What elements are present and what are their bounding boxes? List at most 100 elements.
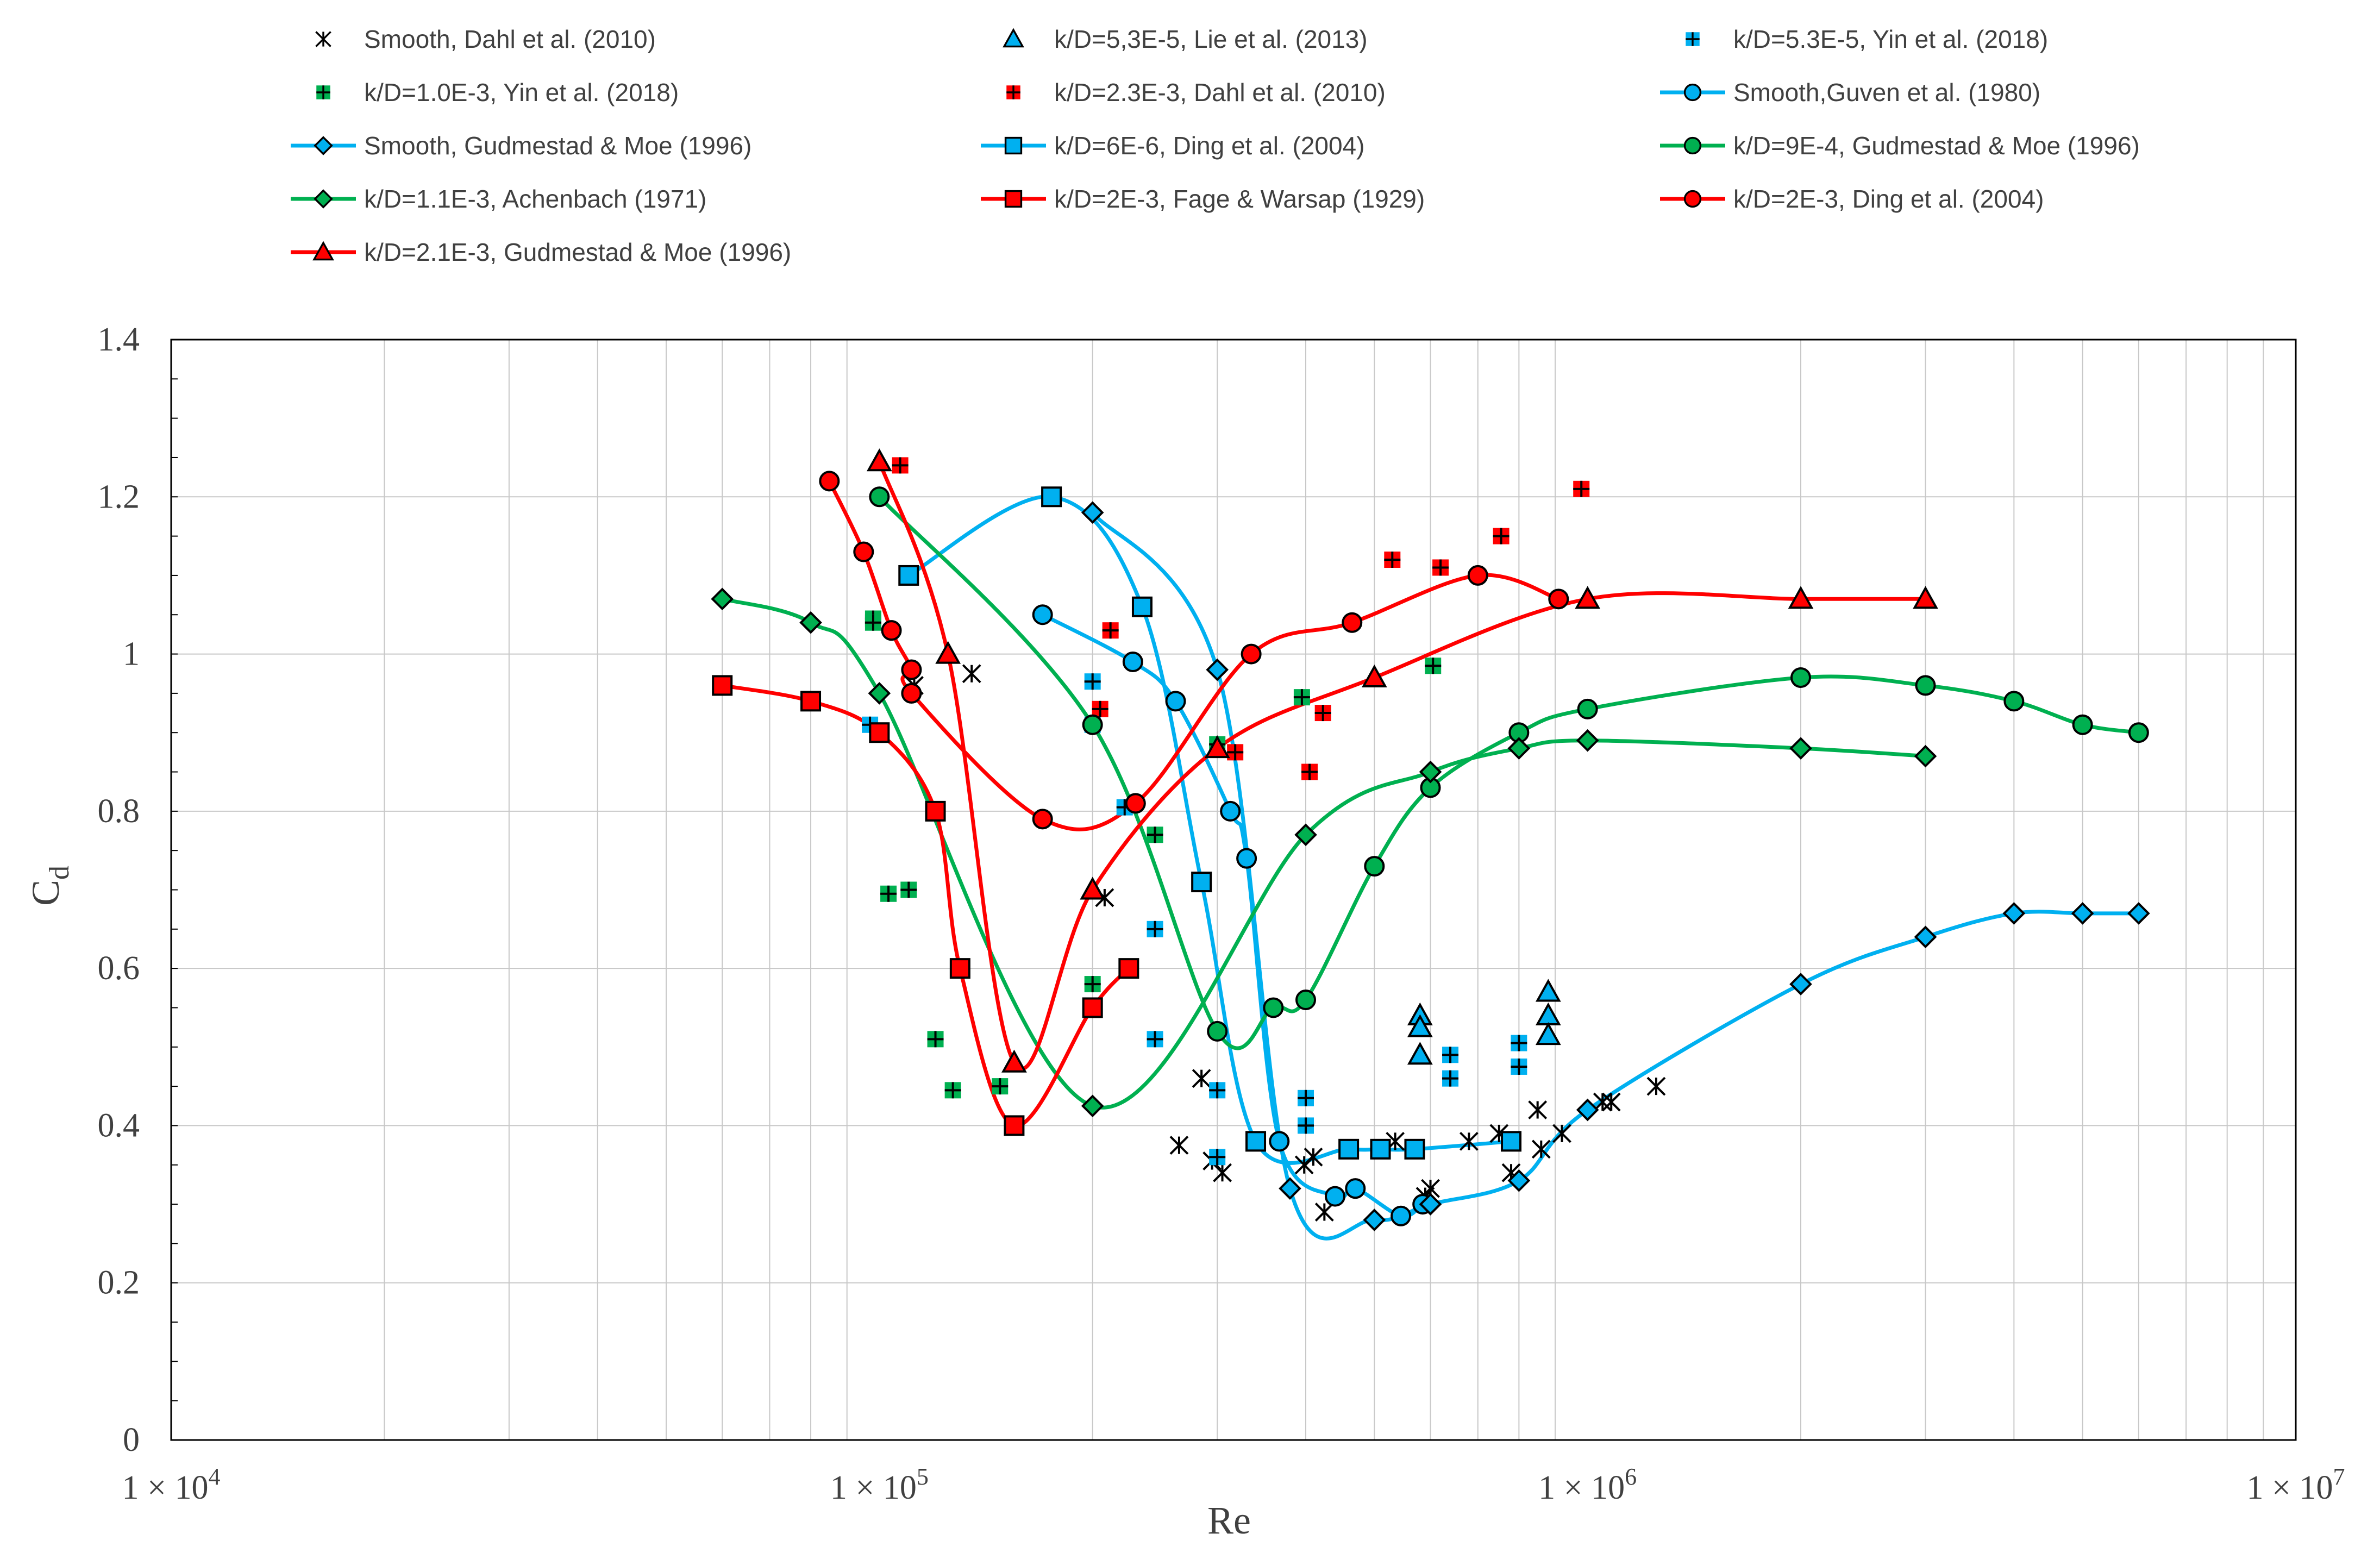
data-point [1342, 612, 1363, 633]
x-tick-base: 10 [174, 1469, 208, 1506]
data-point [1001, 1049, 1027, 1073]
data-point [869, 722, 890, 743]
y-tick-label: 0.6 [98, 950, 140, 987]
data-point [1391, 1205, 1412, 1226]
legend-swatch [981, 190, 1046, 208]
data-point [1147, 827, 1163, 843]
data-point [1118, 958, 1139, 979]
data-point [1531, 1139, 1551, 1159]
y-axis-title-main: C [24, 880, 67, 906]
data-point [1245, 1131, 1267, 1152]
data-point [1304, 1147, 1323, 1167]
data-point [712, 675, 733, 696]
data-point [925, 800, 946, 822]
data-point [1125, 793, 1146, 814]
legend-label: k/D=2E-3, Ding et al. (2004) [1733, 185, 2044, 213]
data-point [1507, 1169, 1531, 1192]
data-point [1914, 744, 1937, 768]
data-point [869, 486, 890, 508]
data-point [935, 641, 961, 664]
legend-item: k/D=5.3E-5, Yin et al. (2018) [1657, 17, 2048, 61]
legend-item: Smooth, Dahl et al. (2010) [288, 17, 656, 61]
data-point [865, 614, 881, 631]
data-point [1131, 596, 1153, 617]
legend-marker [1683, 83, 1702, 102]
x-tick-exponent: 6 [1625, 1463, 1637, 1490]
data-point [1213, 1163, 1232, 1182]
legend-label: k/D=9E-4, Gudmestad & Moe (1996) [1733, 132, 2140, 160]
legend-swatch [316, 85, 330, 99]
legend-label: k/D=1.1E-3, Achenbach (1971) [364, 185, 707, 213]
legend-item: k/D=2.1E-3, Gudmestad & Moe (1996) [288, 230, 791, 274]
x-tick-exponent: 7 [2333, 1463, 2345, 1490]
data-point [1345, 1178, 1366, 1199]
data-point [799, 611, 822, 634]
legend-item: k/D=1.0E-3, Yin et al. (2018) [288, 71, 679, 114]
data-point [1084, 976, 1101, 993]
legend-label: k/D=2E-3, Fage & Warsap (1929) [1054, 185, 1425, 213]
legend-label: k/D=1.0E-3, Yin et al. (2018) [364, 78, 679, 107]
data-point [1314, 705, 1331, 722]
legend-swatch [291, 189, 356, 209]
data-point [2072, 714, 2093, 735]
legend-marker [314, 189, 333, 209]
data-point [1535, 979, 1561, 1002]
data-point [901, 683, 922, 704]
data-point [1576, 1098, 1599, 1122]
data-point [1442, 1070, 1459, 1087]
data-point [1122, 652, 1143, 673]
data-point [1914, 925, 1937, 949]
y-tick-label: 0.8 [98, 793, 140, 830]
legend-swatch [291, 136, 356, 155]
data-point [1384, 552, 1401, 568]
data-point [1082, 997, 1103, 1018]
data-point [800, 691, 822, 712]
data-point [1041, 486, 1062, 508]
data-point [1191, 872, 1212, 893]
legend-swatch [981, 136, 1046, 155]
data-point [1295, 990, 1317, 1010]
data-point [1528, 1100, 1548, 1119]
data-point [1425, 658, 1442, 674]
data-point [1206, 658, 1229, 681]
data-point [1573, 480, 1590, 497]
data-point [1535, 1022, 1561, 1045]
legend-swatch [1660, 136, 1725, 155]
data-point [1204, 735, 1230, 759]
legend-item: k/D=1.1E-3, Achenbach (1971) [288, 177, 706, 221]
series-line [877, 494, 2141, 1050]
legend-marker [316, 85, 330, 99]
x-tick-label: 1 × 104 [122, 1463, 221, 1506]
y-tick-label: 1.4 [98, 321, 140, 358]
data-point [1790, 667, 1812, 688]
data-point [853, 541, 874, 562]
legend-marker [314, 136, 333, 155]
x-tick-exponent: 4 [208, 1463, 220, 1490]
data-point [866, 448, 892, 472]
data-point [1301, 763, 1318, 780]
data-point [1102, 622, 1119, 639]
legend-item: k/D=2.3E-3, Dahl et al. (2010) [978, 71, 1386, 114]
series-line [720, 597, 1927, 1110]
data-point [1511, 1058, 1527, 1075]
data-point [1294, 823, 1317, 847]
data-point [2002, 902, 2026, 925]
legend-marker [1003, 28, 1024, 48]
legend-marker [1004, 136, 1023, 155]
plot-area [171, 340, 2296, 1440]
data-point [2128, 722, 2149, 743]
data-point [1338, 1138, 1360, 1160]
data-point [1507, 737, 1531, 760]
data-point [1467, 565, 1488, 586]
legend-marker [1006, 85, 1020, 99]
data-point [892, 457, 909, 474]
legend-marker [1683, 136, 1702, 155]
data-point [1364, 856, 1385, 877]
data-point [1407, 1014, 1433, 1037]
data-point [1419, 760, 1442, 784]
data-point [1314, 1203, 1334, 1222]
x-tick-mantissa: 1 [1538, 1469, 1564, 1506]
legend-label: k/D=5.3E-5, Yin et al. (2018) [1733, 25, 2049, 53]
legend-label: k/D=6E-6, Ding et al. (2004) [1054, 132, 1365, 160]
legend-marker [1686, 32, 1700, 46]
